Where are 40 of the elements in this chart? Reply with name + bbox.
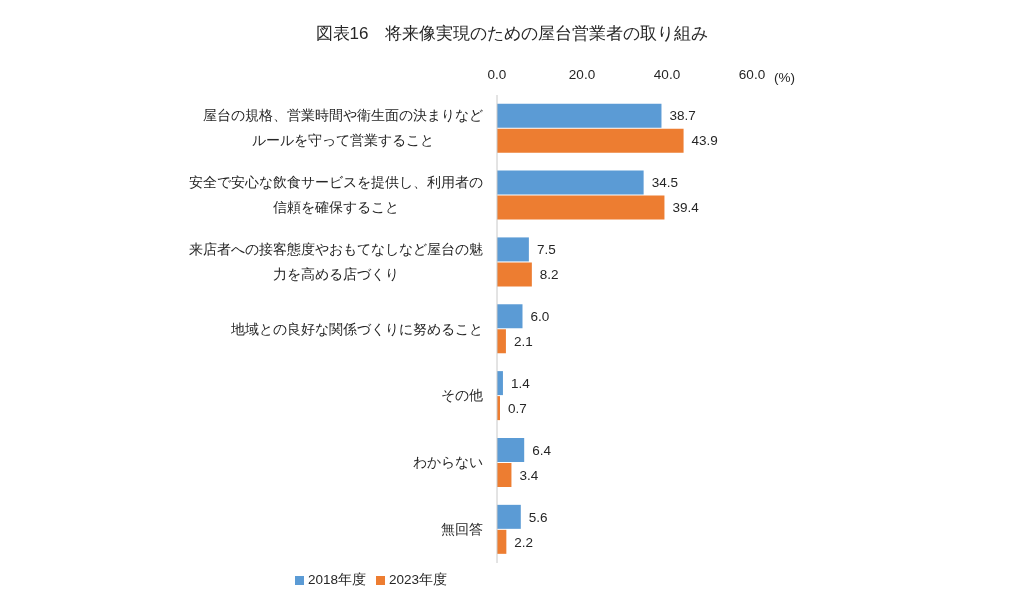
data-label: 2.1 [513, 334, 533, 350]
data-label: 34.5 [651, 175, 678, 191]
data-label: 8.2 [539, 267, 559, 283]
data-label: 1.4 [510, 375, 531, 391]
legend-label: 2018年度 [307, 572, 366, 587]
data-label: 3.4 [519, 467, 539, 483]
x-tick-label: 20.0 [568, 67, 596, 82]
x-axis-title: (%) [774, 70, 795, 86]
data-label: 7.5 [536, 242, 556, 258]
y-tick-label: わからない [413, 455, 483, 471]
data-label: 6.4 [532, 442, 552, 458]
bar [497, 437, 525, 462]
x-tick-label: 0.0 [487, 67, 507, 82]
bar [497, 304, 523, 329]
bar [497, 170, 644, 195]
data-label: 5.6 [528, 509, 548, 525]
y-tick-label: その他 [441, 388, 483, 404]
bar [497, 128, 684, 153]
data-label: 43.9 [691, 133, 718, 149]
y-tick-label: 地域との良好な関係づくりに努めること [230, 321, 483, 337]
y-tick-label: 安全で安心な飲食サービスを提供し、利用者の信頼を確保すること [189, 175, 483, 216]
bar [497, 504, 521, 529]
data-label: 39.4 [672, 200, 700, 216]
y-tick-label: 無回答 [441, 522, 483, 538]
bar [497, 262, 532, 287]
x-tick-label: 40.0 [653, 67, 681, 82]
y-tick-label: 来店者への接客態度やおもてなしなど屋台の魅力を高める店づくり [189, 242, 483, 283]
bar [497, 195, 665, 220]
data-label: 38.7 [669, 108, 696, 124]
data-label: 2.2 [514, 534, 534, 550]
data-label: 6.0 [530, 309, 550, 325]
legend-label: 2023年度 [389, 572, 448, 587]
bar [497, 237, 529, 262]
chart-title: 図表16 将来像実現のための屋台営業者の取り組み [315, 24, 709, 43]
y-tick-label: 屋台の規格、営業時間や衛生面の決まりなどルールを守って営業すること [203, 108, 483, 149]
bar [497, 103, 662, 128]
bar [497, 462, 512, 487]
x-tick-label: 60.0 [738, 67, 766, 82]
bar [497, 329, 506, 354]
data-label: 0.7 [507, 400, 527, 416]
